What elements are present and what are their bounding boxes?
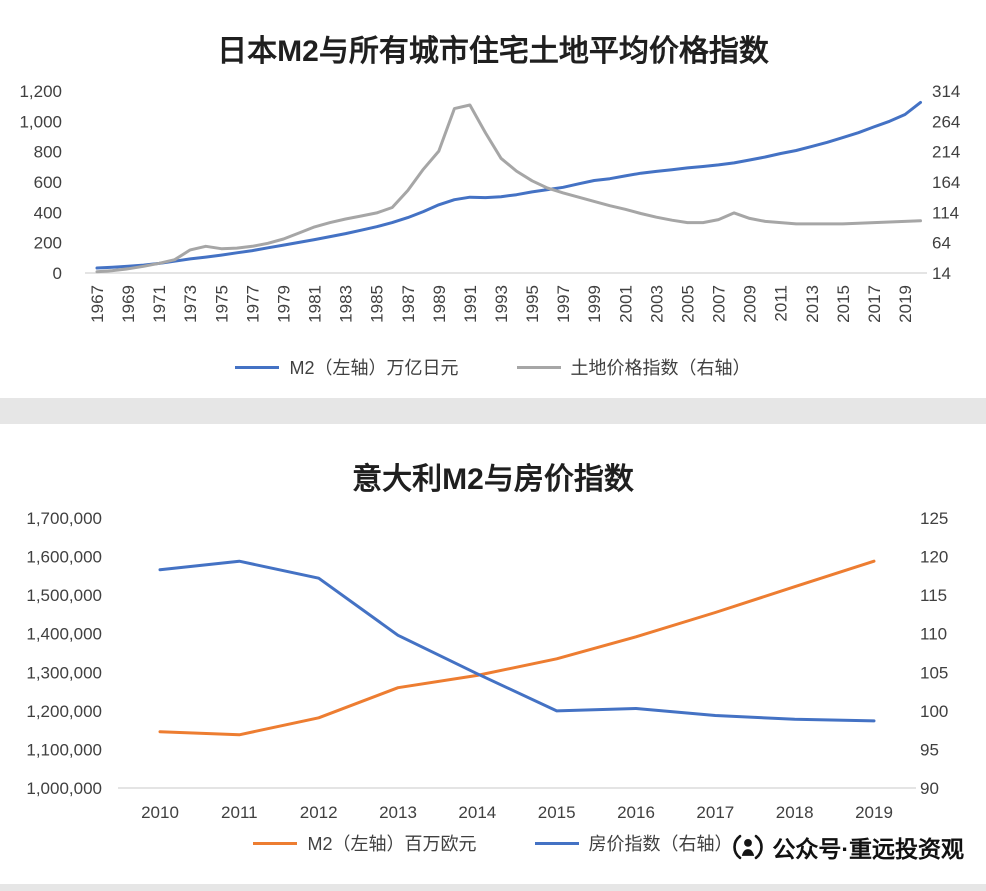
italy-chart-legend: M2（左轴）百万欧元 房价指数（右轴） xyxy=(0,830,986,856)
left-axis-tick-label: 1,200,000 xyxy=(26,702,102,721)
left-axis-tick-label: 1,000 xyxy=(19,112,62,131)
japan-land-price-index-line xyxy=(95,103,922,274)
japan-land-price-legend-line xyxy=(516,365,561,369)
watermark: 公众号·重远投资观 xyxy=(724,824,972,870)
x-axis-tick-label: 1981 xyxy=(306,285,325,323)
left-axis-tick-label: 800 xyxy=(34,143,62,162)
x-axis-tick-label: 2001 xyxy=(616,285,635,323)
italy-house-price-index-line xyxy=(158,559,876,723)
right-axis-tick-label: 64 xyxy=(932,234,951,253)
x-axis-tick-label: 2007 xyxy=(710,285,729,323)
x-axis-tick-label: 1975 xyxy=(212,285,231,323)
x-axis-tick-label: 1977 xyxy=(243,285,262,323)
right-axis-tick-label: 114 xyxy=(932,203,959,222)
left-axis-tick-label: 1,100,000 xyxy=(26,740,102,759)
legend-item-japan-m2: M2（左轴）万亿日元 xyxy=(235,354,459,380)
x-axis-tick-label: 2013 xyxy=(379,803,417,822)
left-axis-tick-label: 0 xyxy=(53,264,62,283)
right-axis-tick-label: 14 xyxy=(932,264,951,283)
legend-item-japan-land-price: 土地价格指数（右轴） xyxy=(516,354,751,380)
italy-chart-title: 意大利M2与房价指数 xyxy=(352,463,634,496)
panel-divider xyxy=(0,398,986,424)
x-axis-tick-label: 2009 xyxy=(741,285,760,323)
x-axis-tick-label: 2011 xyxy=(772,285,791,322)
left-axis-tick-label: 400 xyxy=(34,203,62,222)
watermark-text: 公众号·重远投资观 xyxy=(772,836,964,862)
right-axis-tick-label: 100 xyxy=(920,702,948,721)
italy-house-price-legend-label: 房价指数（右轴） xyxy=(588,834,733,854)
x-axis-tick-label: 1993 xyxy=(492,285,511,323)
right-axis-tick-label: 105 xyxy=(920,663,948,682)
left-axis-tick-label: 1,300,000 xyxy=(26,663,102,682)
x-axis-tick-label: 2015 xyxy=(834,285,853,323)
italy-chart-panel: 1,000,000 1,100,000 1,200,000 1,300,000 1,40… xyxy=(0,424,986,884)
x-axis-tick-label: 1991 xyxy=(461,285,480,323)
x-axis-tick-label: 2015 xyxy=(538,803,576,822)
japan-m2-legend-label: M2（左轴）万亿日元 xyxy=(289,358,459,378)
legend-item-italy-house-price: 房价指数（右轴） xyxy=(534,830,733,856)
japan-chart-canvas: 0 200 400 600 800 1,000 1,200 14 64 114 164 214 264 3… xyxy=(19,82,960,323)
x-axis-tick-label: 2019 xyxy=(855,803,893,822)
japan-m2-legend-line xyxy=(235,365,280,369)
x-axis-tick-label: 2011 xyxy=(221,803,258,822)
right-axis-tick-label: 115 xyxy=(920,586,947,605)
x-axis-tick-label: 2018 xyxy=(776,803,814,822)
x-axis-tick-label: 2017 xyxy=(696,803,734,822)
italy-m2-legend-line xyxy=(253,841,298,845)
italy-m2-line xyxy=(158,559,876,737)
left-axis-tick-label: 600 xyxy=(34,173,62,192)
x-axis-tick-label: 1967 xyxy=(88,285,107,323)
x-axis-tick-label: 2013 xyxy=(803,285,822,323)
x-axis-tick-label: 1997 xyxy=(554,285,573,323)
japan-land-price-legend-label: 土地价格指数（右轴） xyxy=(570,358,751,378)
left-axis-tick-label: 1,500,000 xyxy=(26,586,102,605)
x-axis-tick-label: 2014 xyxy=(458,803,496,822)
right-axis-tick-label: 95 xyxy=(920,740,939,759)
x-axis-tick-label: 1985 xyxy=(368,285,387,323)
x-axis-tick-label: 1979 xyxy=(274,285,293,323)
italy-chart-canvas: 1,000,000 1,100,000 1,200,000 1,300,000 1,40… xyxy=(26,509,948,822)
x-axis-tick-label: 2003 xyxy=(647,285,666,323)
x-axis-tick-label: 2019 xyxy=(896,285,915,323)
right-axis-tick-label: 164 xyxy=(932,173,960,192)
x-axis-tick-label: 2012 xyxy=(300,803,338,822)
right-axis-tick-label: 125 xyxy=(920,509,948,528)
right-axis-tick-label: 90 xyxy=(920,779,939,798)
left-axis-tick-label: 200 xyxy=(34,234,62,253)
x-axis-tick-label: 1995 xyxy=(523,285,542,323)
x-axis-tick-label: 1987 xyxy=(399,285,418,323)
right-axis-tick-label: 264 xyxy=(932,112,960,131)
x-axis-tick-label: 2010 xyxy=(141,803,179,822)
x-axis-tick-label: 1999 xyxy=(585,285,604,323)
right-axis-tick-label: 110 xyxy=(920,625,947,644)
x-axis-tick-label: 2005 xyxy=(678,285,697,323)
japan-chart-title: 日本M2与所有城市住宅土地平均价格指数 xyxy=(217,35,769,68)
right-axis-tick-label: 214 xyxy=(932,143,960,162)
left-axis-tick-label: 1,600,000 xyxy=(26,548,102,567)
wechat-official-account-icon xyxy=(732,831,764,863)
legend-item-italy-m2: M2（左轴）百万欧元 xyxy=(253,830,477,856)
x-axis-tick-label: 2016 xyxy=(617,803,655,822)
x-axis-tick-label: 1983 xyxy=(337,285,356,323)
japan-chart-panel: 0 200 400 600 800 1,000 1,200 14 64 114 164 214 264 3… xyxy=(0,0,986,398)
x-axis-tick-label: 1971 xyxy=(150,285,169,323)
japan-m2-line xyxy=(95,100,922,270)
right-axis-tick-label: 120 xyxy=(920,548,948,567)
x-axis-tick-label: 2017 xyxy=(865,285,884,323)
italy-house-price-legend-line xyxy=(534,841,579,845)
right-axis-tick-label: 314 xyxy=(932,82,960,101)
x-axis-tick-label: 1973 xyxy=(181,285,200,323)
left-axis-tick-label: 1,700,000 xyxy=(26,509,102,528)
x-axis-tick-label: 1969 xyxy=(119,285,138,323)
japan-chart-legend: M2（左轴）万亿日元 土地价格指数（右轴） xyxy=(0,354,986,380)
x-axis-tick-label: 1989 xyxy=(430,285,449,323)
left-axis-tick-label: 1,200 xyxy=(19,82,62,101)
italy-m2-legend-label: M2（左轴）百万欧元 xyxy=(307,834,477,854)
left-axis-tick-label: 1,400,000 xyxy=(26,625,102,644)
left-axis-tick-label: 1,000,000 xyxy=(26,779,102,798)
